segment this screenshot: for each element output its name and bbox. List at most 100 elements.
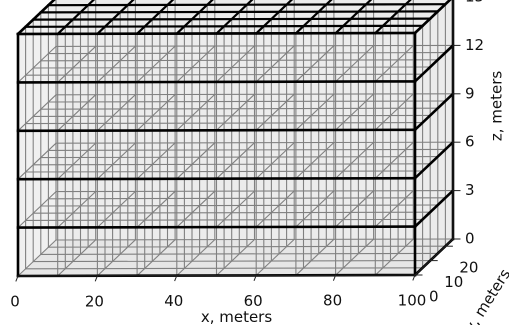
level-frame bbox=[16, 80, 417, 84]
beam-y-member bbox=[255, 45, 295, 83]
top-beam-member bbox=[294, 0, 333, 35]
y-tick-label: 20 bbox=[459, 259, 478, 277]
beam-y-member bbox=[56, 93, 97, 132]
beam-y-member bbox=[334, 93, 375, 131]
top-beam-member bbox=[135, 0, 175, 36]
top-beam-member bbox=[334, 0, 373, 35]
top-beam-member bbox=[254, 0, 294, 35]
beam-y-member bbox=[176, 142, 216, 180]
beam-y-member bbox=[215, 141, 256, 180]
beam-y-member bbox=[17, 142, 57, 180]
beam-y-member bbox=[295, 190, 335, 228]
beam-y-member bbox=[17, 94, 57, 132]
level-frame bbox=[16, 31, 417, 36]
y-tick-label: 0 bbox=[429, 288, 439, 306]
beam-y-member bbox=[136, 238, 176, 277]
beam-y-member bbox=[136, 142, 176, 180]
beam-y-member bbox=[334, 141, 375, 180]
level-frame bbox=[16, 176, 417, 181]
x-tick-mark bbox=[174, 274, 178, 282]
beam-y-member bbox=[96, 93, 137, 132]
level-frame bbox=[413, 91, 455, 132]
x-tick-mark bbox=[412, 274, 416, 281]
beam-y-member bbox=[374, 238, 415, 276]
z-tick-label: 6 bbox=[465, 133, 475, 151]
beam-y-member bbox=[176, 190, 216, 228]
beam-y-member bbox=[215, 93, 256, 132]
beam-y-member bbox=[255, 190, 295, 228]
side-pane bbox=[18, 0, 56, 276]
z-tick-label: 9 bbox=[465, 84, 475, 102]
beam-y-member bbox=[17, 45, 57, 84]
beam-y-member bbox=[334, 238, 375, 276]
y-axis-line bbox=[414, 238, 454, 276]
top-beam-member bbox=[214, 0, 254, 36]
top-beam-member bbox=[56, 0, 96, 36]
beam-y-member bbox=[56, 190, 97, 229]
level-frame bbox=[16, 128, 417, 133]
beam-y-member bbox=[136, 45, 176, 83]
beam-y-member bbox=[334, 190, 375, 228]
beam-y-member bbox=[215, 190, 256, 228]
beam-y-member bbox=[295, 141, 335, 180]
beam-y-member bbox=[136, 93, 176, 132]
z-tick-label: 12 bbox=[465, 36, 484, 54]
x-tick-mark bbox=[94, 275, 99, 282]
axis-panes bbox=[18, 0, 453, 276]
x-tick-label: 40 bbox=[164, 292, 183, 310]
level-frame bbox=[16, 225, 417, 229]
x-tick-mark bbox=[332, 274, 337, 281]
x-tick-label: 100 bbox=[398, 292, 427, 310]
structure-back-members bbox=[17, 0, 454, 277]
top-beam-member bbox=[175, 0, 214, 36]
top-beam-member bbox=[373, 0, 412, 35]
z-axis-label: z, meters bbox=[488, 71, 506, 142]
top-beam-member bbox=[24, 24, 424, 28]
beam-y-member bbox=[334, 44, 375, 83]
level-frame bbox=[413, 140, 455, 181]
top-beam-member bbox=[39, 10, 439, 14]
beam-y-member bbox=[136, 190, 176, 229]
beam-y-member bbox=[255, 93, 295, 131]
beam-y-member bbox=[96, 239, 137, 277]
x-tick-mark bbox=[15, 275, 19, 282]
x-tick-label: 60 bbox=[244, 292, 263, 310]
beam-y-member bbox=[56, 142, 97, 180]
beam-y-member bbox=[374, 141, 415, 180]
beam-y-member bbox=[176, 93, 216, 132]
beam-y-member bbox=[215, 238, 256, 277]
x-tick-label: 20 bbox=[85, 292, 104, 310]
x-axis-line bbox=[17, 274, 416, 277]
axis-ticks: 0204060801000102003691215 bbox=[10, 0, 484, 311]
x-tick-mark bbox=[253, 274, 257, 282]
top-frame bbox=[16, 0, 56, 36]
beam-y-member bbox=[374, 93, 415, 131]
beam-y-member bbox=[17, 239, 57, 277]
top-beam-member bbox=[32, 17, 432, 21]
level-frame bbox=[413, 0, 452, 35]
beam-y-member bbox=[255, 238, 295, 277]
beam-y-member bbox=[96, 142, 137, 180]
beam-y-member bbox=[56, 239, 97, 277]
z-tick-label: 3 bbox=[465, 181, 475, 199]
beam-y-member bbox=[56, 45, 97, 84]
beam-y-member bbox=[96, 190, 137, 229]
z-tick-label: 0 bbox=[465, 230, 475, 248]
beam-y-member bbox=[374, 189, 415, 228]
beam-y-member bbox=[255, 141, 295, 180]
level-frame bbox=[413, 188, 455, 229]
beam-y-member bbox=[374, 44, 415, 83]
x-axis-label: x, meters bbox=[201, 308, 273, 325]
beam-y-member bbox=[215, 45, 256, 83]
y-tick-label: 10 bbox=[444, 273, 463, 291]
top-beam-member bbox=[95, 0, 135, 36]
beam-y-member bbox=[176, 45, 216, 83]
beam-y-member bbox=[295, 93, 335, 131]
x-tick-label: 0 bbox=[10, 293, 20, 311]
beam-y-member bbox=[17, 190, 57, 229]
top-beam-member bbox=[47, 3, 447, 7]
x-tick-label: 80 bbox=[323, 292, 342, 310]
beam-y-member bbox=[295, 44, 335, 83]
level-frame bbox=[413, 43, 455, 84]
